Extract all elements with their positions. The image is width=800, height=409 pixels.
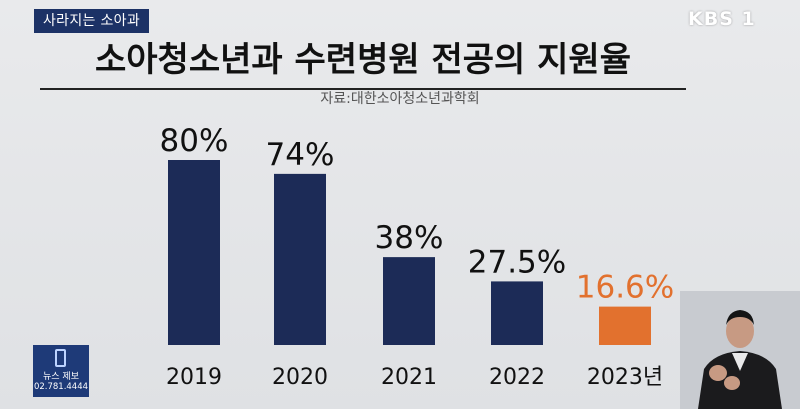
news-report-phone: 02.781.4444	[33, 382, 89, 392]
category-label-2021: 2021	[381, 365, 437, 390]
bar-2020	[274, 173, 326, 345]
source-note: 자료:대한소아청소년과학회	[320, 91, 480, 107]
interpreter-figure	[680, 291, 800, 409]
chart-title: 소아청소년과 수련병원 전공의 지원율	[95, 40, 631, 80]
bar-2021	[383, 257, 435, 345]
title-area: 소아청소년과 수련병원 전공의 지원율	[40, 36, 686, 90]
value-label-2022: 27.5%	[468, 244, 566, 280]
news-report-box: 뉴스 제보 02.781.4444	[33, 345, 89, 397]
category-label-2020: 2020	[272, 365, 328, 390]
value-label-2021: 38%	[375, 220, 444, 256]
topic-tag: 사라지는 소아과	[34, 9, 150, 33]
category-label-2022: 2022	[489, 365, 545, 390]
sign-language-interpreter	[680, 291, 800, 409]
bar-2023년	[599, 306, 651, 345]
bar-2022	[491, 281, 543, 345]
phone-icon	[55, 349, 66, 367]
category-label-2019: 2019	[166, 365, 222, 390]
category-label-2023년: 2023년	[587, 365, 663, 390]
bar-2019	[168, 160, 220, 345]
value-label-2020: 74%	[266, 137, 335, 173]
value-label-2023년: 16.6%	[576, 270, 674, 306]
broadcaster-logo: KBS 1	[688, 8, 756, 30]
value-label-2019: 80%	[160, 123, 229, 159]
news-report-label: 뉴스 제보	[43, 372, 79, 382]
